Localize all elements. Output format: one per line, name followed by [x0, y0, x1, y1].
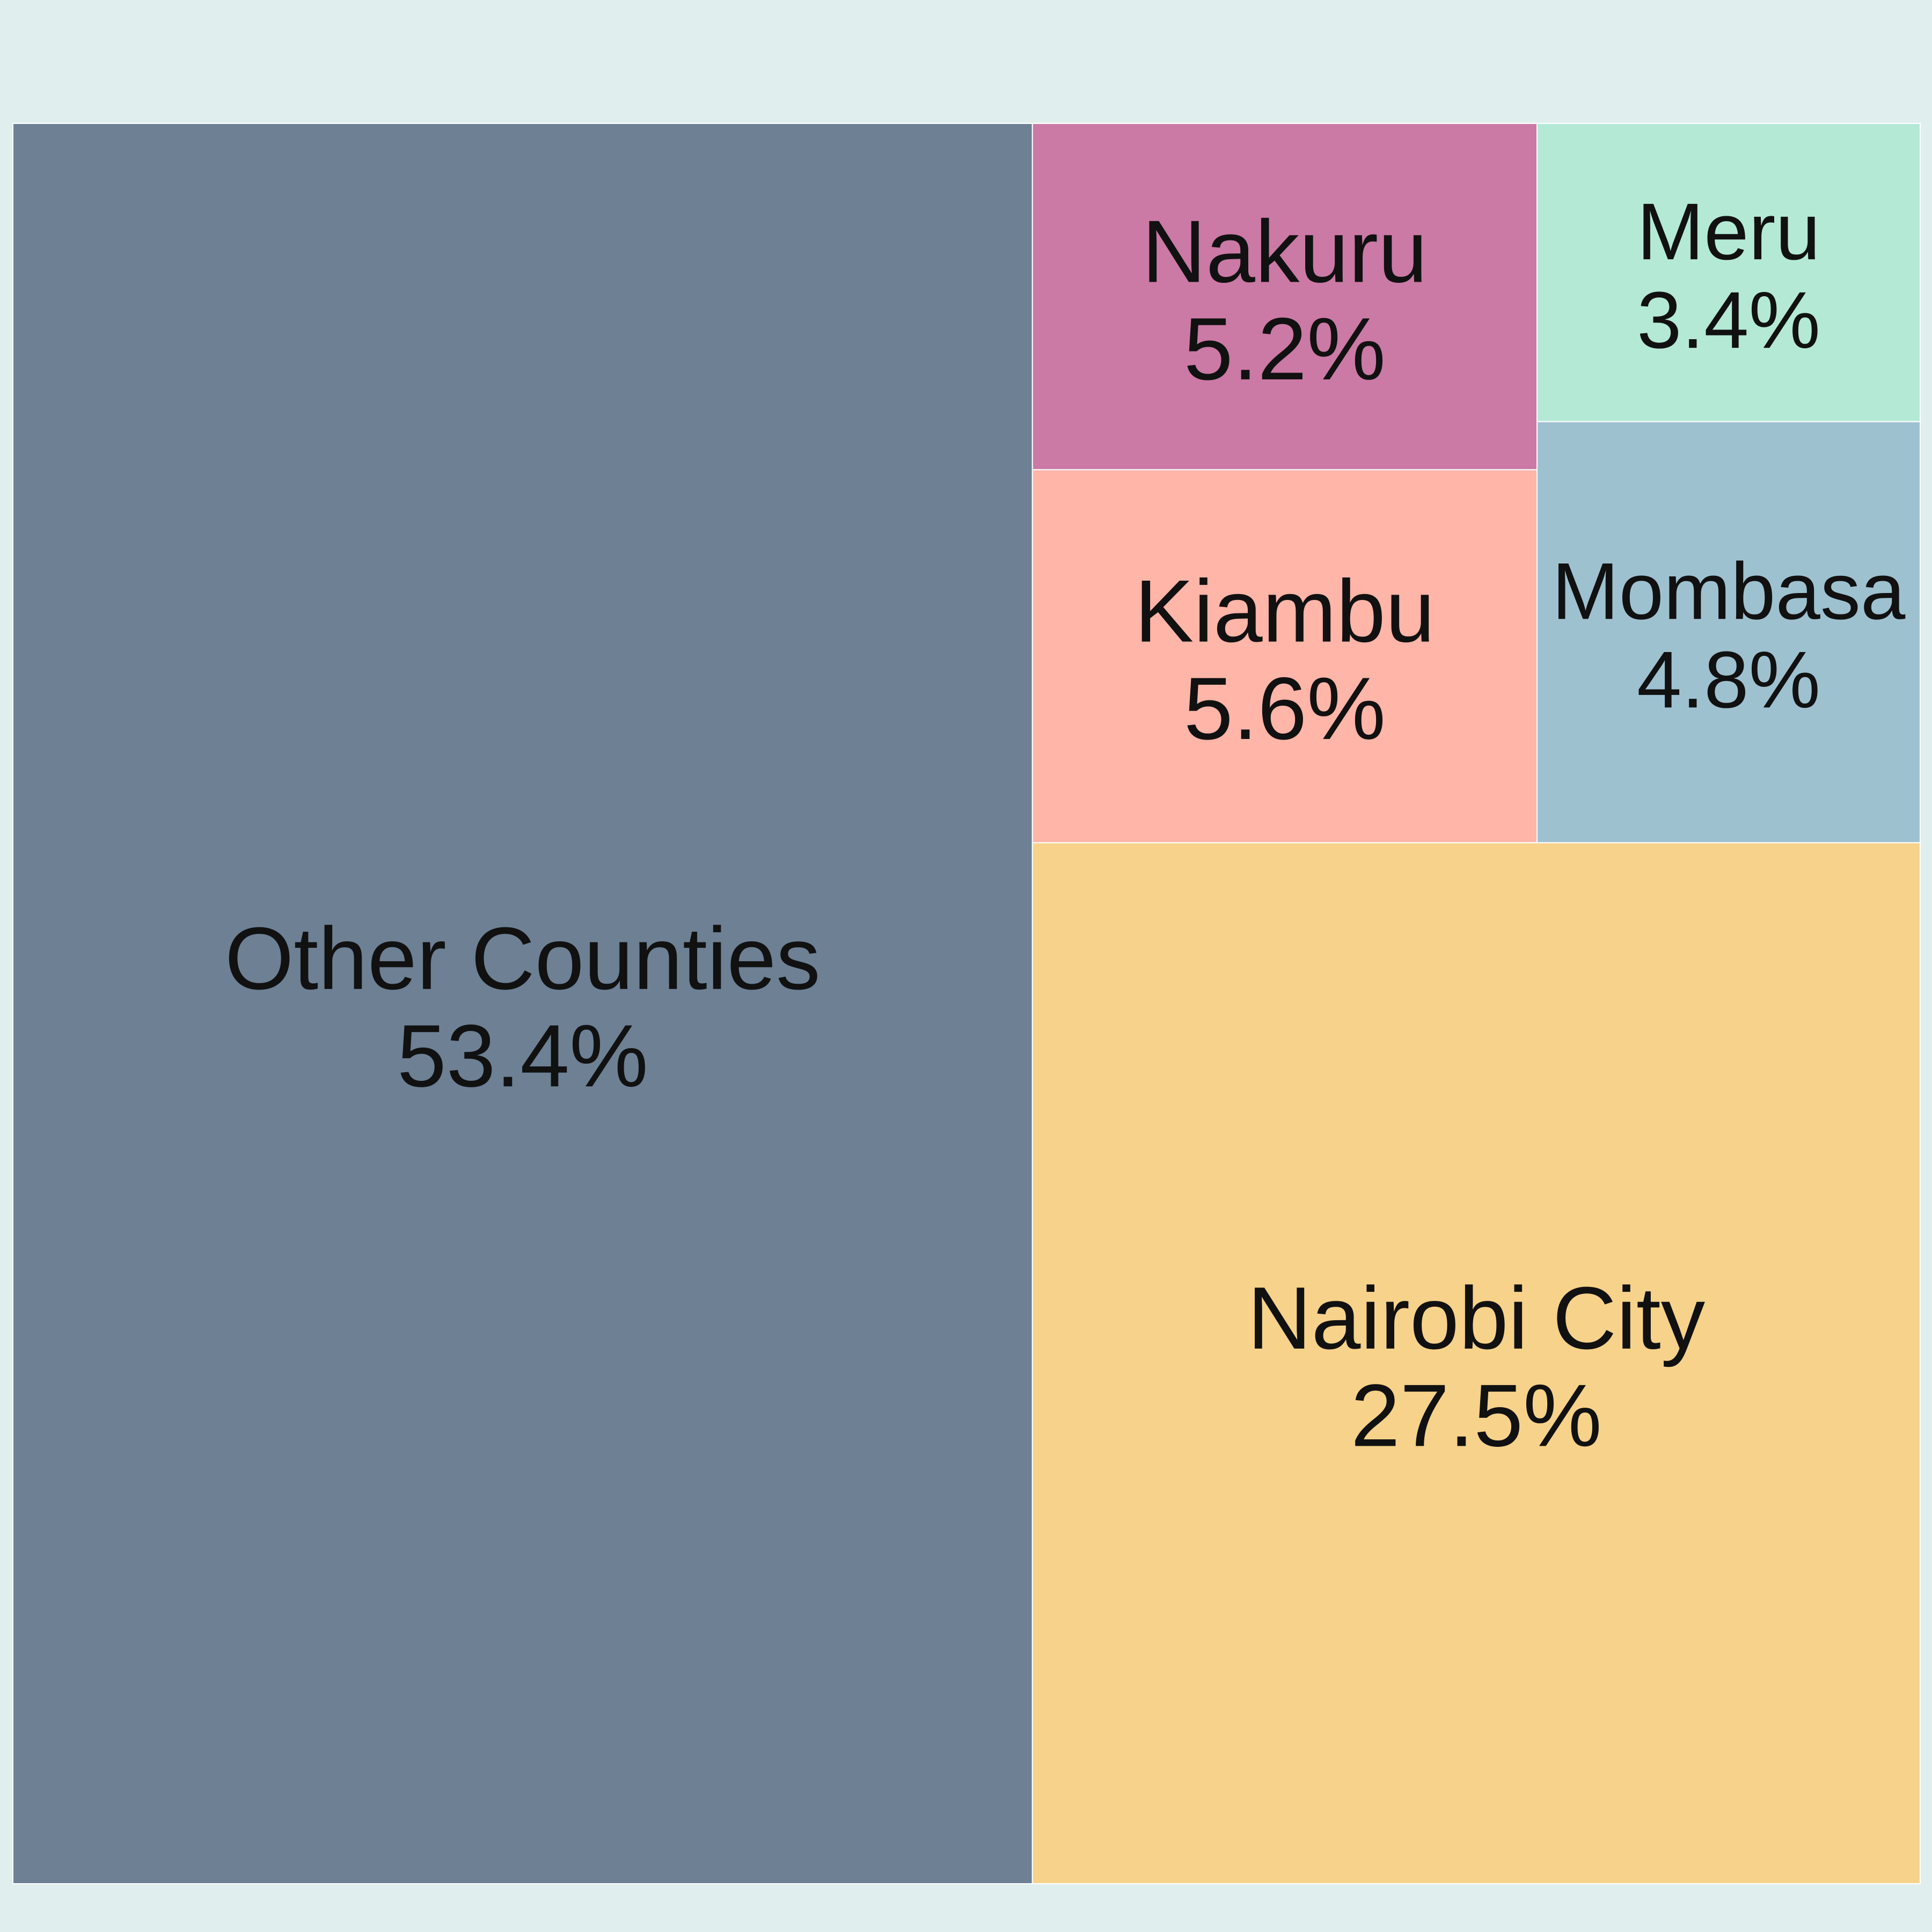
tile-value-meru: 3.4%	[1637, 275, 1820, 365]
tile-value-kiambu: 5.6%	[1184, 659, 1386, 758]
tile-label-nakuru: Nakuru	[1142, 202, 1428, 301]
tile-value-nakuru: 5.2%	[1184, 299, 1386, 398]
tile-value-other-counties: 53.4%	[397, 1006, 648, 1105]
tile-nakuru	[1031, 123, 1538, 471]
tile-value-mombasa: 4.8%	[1637, 634, 1820, 724]
tile-label-kiambu: Kiambu	[1135, 562, 1435, 661]
tile-kiambu	[1031, 469, 1538, 844]
tile-label-other-counties: Other Counties	[225, 909, 821, 1008]
tile-value-nairobi-city: 27.5%	[1351, 1366, 1602, 1465]
tile-nairobi-city	[1031, 842, 1921, 1884]
tile-label-meru: Meru	[1637, 186, 1820, 276]
tile-mombasa	[1536, 421, 1921, 844]
tile-label-mombasa: Mombasa	[1552, 546, 1906, 636]
tile-label-nairobi-city: Nairobi City	[1248, 1269, 1706, 1367]
tile-other-counties	[12, 123, 1033, 1884]
